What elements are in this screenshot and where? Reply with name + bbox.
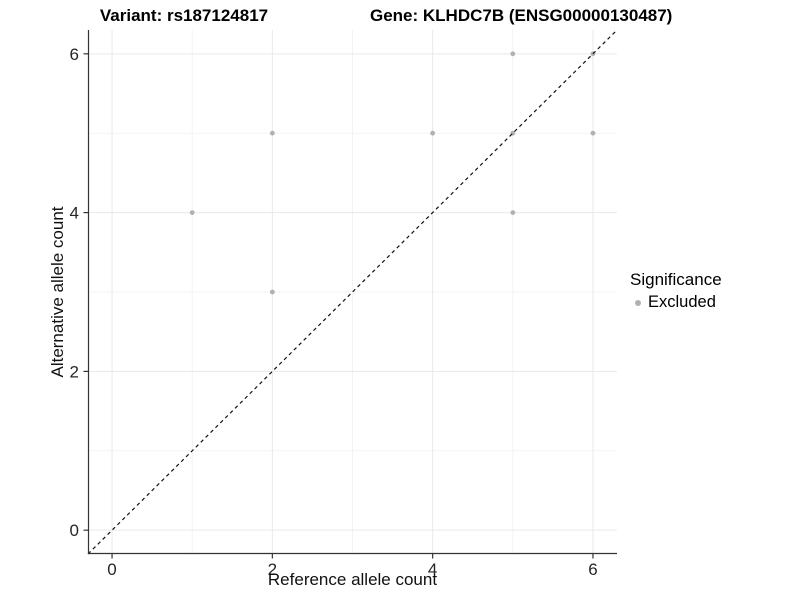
plot-title-gene: Gene: KLHDC7B (ENSG00000130487) [370,6,673,25]
legend-title: Significance [630,270,722,289]
y-tick-label: 4 [70,204,79,223]
data-point [510,210,516,216]
plot-panel: 0 2 4 6 0 2 4 6 [70,29,618,579]
x-tick-label: 6 [588,560,597,579]
data-point [269,130,275,136]
legend: Significance Excluded [630,270,722,312]
data-point [590,130,596,136]
data-point [510,51,516,57]
data-point [269,289,275,295]
legend-item-excluded: Excluded [630,293,722,312]
plot-area: 0 2 4 6 0 2 4 6 [70,29,618,579]
data-point [430,130,436,136]
x-axis-title: Reference allele count [267,570,438,589]
data-point [189,210,195,216]
y-tick-label: 6 [70,45,79,64]
plot-title-variant: Variant: rs187124817 [99,6,269,25]
excluded-point-icon [635,299,641,306]
x-tick-label: 2 [268,560,277,579]
x-tick-label: 0 [107,560,116,579]
x-tick-label: 4 [428,560,437,579]
y-tick-label: 0 [70,521,79,540]
y-tick-label: 2 [70,362,79,381]
legend-item-label: Excluded [648,293,716,311]
y-axis-title: Alternative allele count [48,206,67,378]
